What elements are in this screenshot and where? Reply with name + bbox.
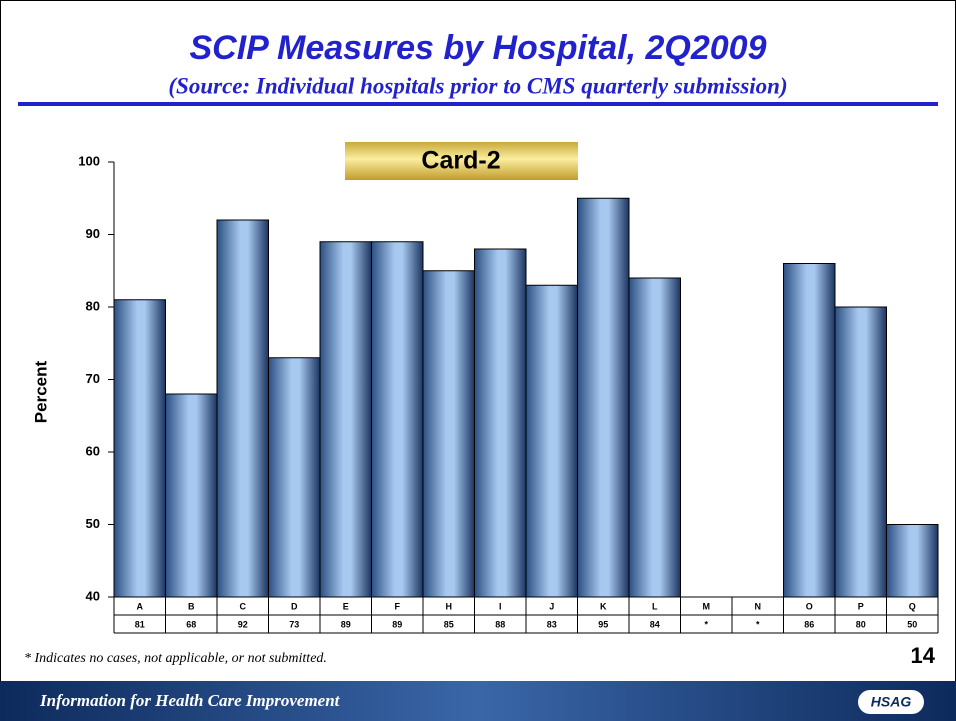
chart-label: Card-2 [421,147,500,175]
footer-text: Information for Health Care Improvement [39,691,341,710]
bar [577,197,630,598]
plot: 40 50 60 70 80 90 100 A 81 B 68 C 92 D 73 E 89 F 89 H 85 I 88 J… [78,153,939,634]
bar [783,263,836,598]
data-label: 88 [495,619,505,629]
y-tick-label: 70 [86,371,100,386]
y-axis-title: Percent [31,360,50,423]
y-tick-label: 40 [86,588,100,603]
bar [886,524,939,598]
x-tick-label: J [549,601,554,611]
data-label: 84 [650,619,660,629]
bar [319,241,372,598]
data-label: 92 [238,619,248,629]
x-tick-label: O [806,601,813,611]
bar [525,284,578,598]
logo-badge [858,690,924,714]
y-tick-label: 60 [86,443,100,458]
y-tick-label: 80 [86,298,100,313]
data-label: 95 [598,619,608,629]
x-tick-label: M [703,601,711,611]
bar [834,306,887,598]
y-tick-label: 90 [86,226,100,241]
bar [474,248,527,598]
data-label: 68 [186,619,196,629]
x-tick-label: H [446,601,453,611]
data-label: 89 [341,619,351,629]
y-tick-label: 100 [78,153,100,168]
chart-label-box [345,142,578,180]
data-label: * [704,619,708,629]
data-label: 86 [804,619,814,629]
logo: HSAG [871,694,912,710]
footer-band [0,681,956,721]
data-label: 73 [289,619,299,629]
x-tick-label: C [240,601,247,611]
page-number: 14 [911,643,936,668]
x-tick-label: B [188,601,195,611]
data-label: 50 [907,619,917,629]
bar [165,393,218,598]
x-tick-label: Q [909,601,916,611]
bar [113,299,166,598]
x-tick-label: D [291,601,298,611]
data-label: 83 [547,619,557,629]
data-label: 89 [392,619,402,629]
title-rule [18,102,938,106]
x-tick-label: P [858,601,864,611]
bar [268,357,321,598]
x-tick-label: N [755,601,762,611]
x-tick-label: L [652,601,658,611]
data-label: 81 [135,619,145,629]
bar [216,219,269,598]
x-tick-label: F [395,601,401,611]
x-tick-label: E [343,601,349,611]
footnote: * Indicates no cases, not applicable, or… [24,651,327,666]
data-label: 80 [856,619,866,629]
slide-subtitle: (Source: Individual hospitals prior to C… [168,73,787,98]
x-tick-label: K [600,601,607,611]
bar [371,241,424,598]
y-tick-label: 50 [86,516,100,531]
slide-title: SCIP Measures by Hospital, 2Q2009 [190,29,767,67]
x-tick-label: I [499,601,502,611]
data-label: * [756,619,760,629]
bar [422,270,475,598]
bar [628,277,681,598]
x-tick-label: A [137,601,144,611]
data-label: 85 [444,619,454,629]
